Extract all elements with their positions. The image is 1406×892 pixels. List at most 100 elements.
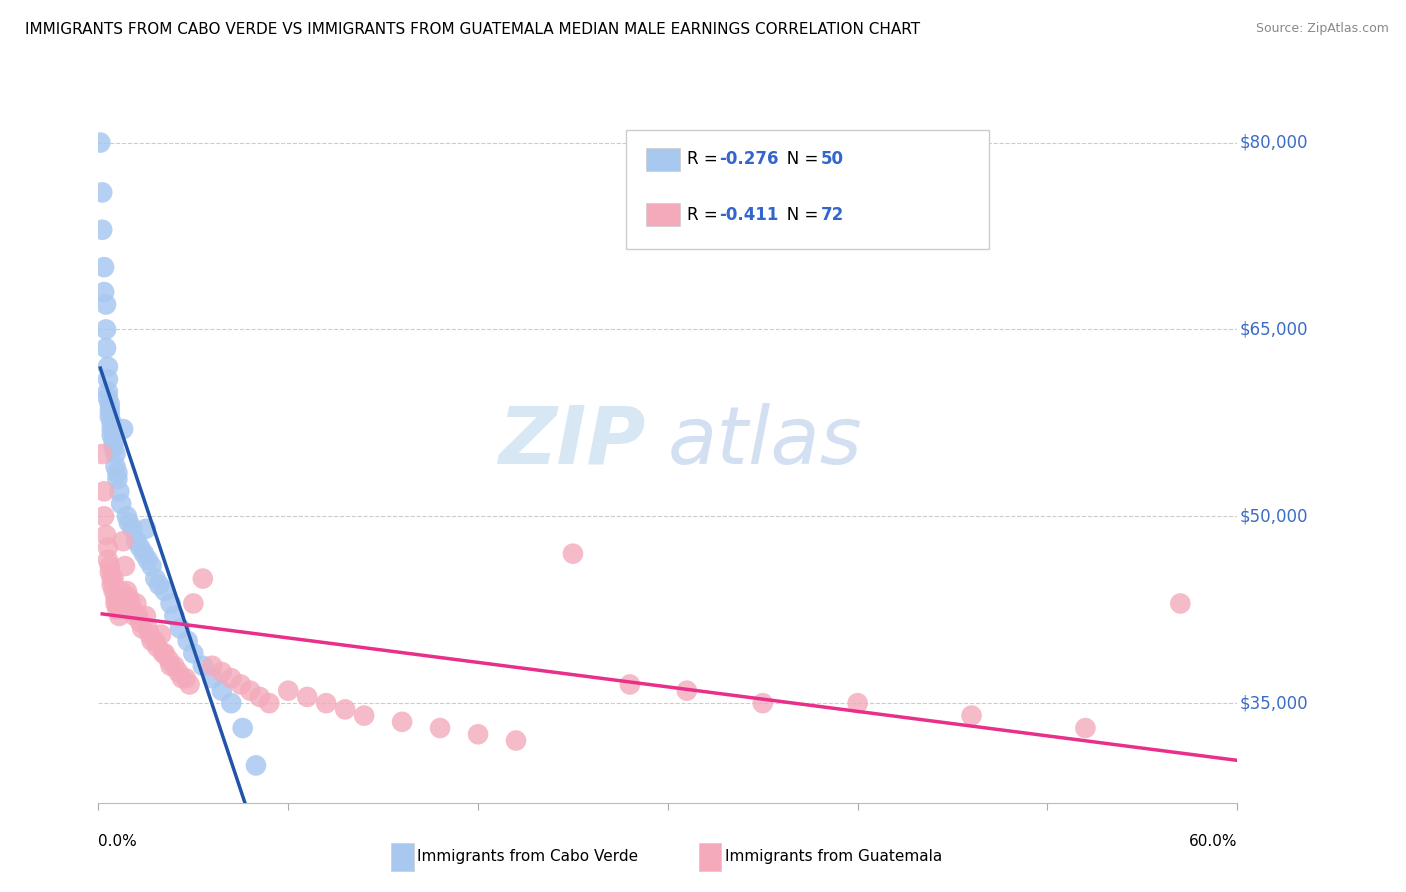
Point <box>169 621 191 635</box>
Point <box>846 696 869 710</box>
Point <box>429 721 451 735</box>
Point <box>145 633 167 648</box>
Point <box>120 597 142 611</box>
Text: IMMIGRANTS FROM CABO VERDE VS IMMIGRANTS FROM GUATEMALA MEDIAN MALE EARNINGS COR: IMMIGRANTS FROM CABO VERDE VS IMMIGRANTS… <box>25 22 921 37</box>
Point <box>112 534 135 549</box>
Point <box>176 633 198 648</box>
Text: R =: R = <box>688 151 723 169</box>
Point <box>229 677 252 691</box>
Point <box>132 547 155 561</box>
Point <box>1074 721 1097 735</box>
Point <box>138 627 160 641</box>
Point <box>221 696 243 710</box>
Point <box>145 572 167 586</box>
Point <box>129 541 152 555</box>
Point <box>118 516 141 530</box>
Point <box>152 646 174 660</box>
Point <box>135 522 157 536</box>
Point <box>239 683 262 698</box>
Point <box>121 522 143 536</box>
Point <box>157 652 180 666</box>
Point <box>135 609 157 624</box>
Point <box>232 721 254 735</box>
Point <box>98 409 121 424</box>
Point <box>159 597 181 611</box>
Point <box>94 528 117 542</box>
Point <box>100 578 122 592</box>
Point <box>676 683 699 698</box>
Point <box>467 727 489 741</box>
Point <box>127 609 149 624</box>
Text: Source: ZipAtlas.com: Source: ZipAtlas.com <box>1256 22 1389 36</box>
Text: 0.0%: 0.0% <box>98 834 138 849</box>
FancyBboxPatch shape <box>699 843 721 871</box>
Point <box>277 683 299 698</box>
Text: $50,000: $50,000 <box>1240 508 1308 525</box>
Point <box>191 658 214 673</box>
Text: -0.411: -0.411 <box>720 206 779 224</box>
Point <box>97 384 120 399</box>
Point <box>315 696 337 710</box>
Point <box>211 683 233 698</box>
Point <box>211 665 233 679</box>
Point <box>103 572 125 586</box>
Text: 60.0%: 60.0% <box>1189 834 1237 849</box>
Point <box>104 597 127 611</box>
Text: $65,000: $65,000 <box>1240 320 1308 338</box>
Point <box>167 665 190 679</box>
Point <box>148 578 170 592</box>
Point <box>100 416 122 430</box>
Point <box>93 484 115 499</box>
Point <box>97 553 120 567</box>
Point <box>91 223 114 237</box>
Point <box>115 584 138 599</box>
Point <box>108 609 131 624</box>
Text: $80,000: $80,000 <box>1240 134 1308 152</box>
Point <box>125 534 148 549</box>
Point <box>107 597 129 611</box>
Text: 50: 50 <box>821 151 844 169</box>
Point <box>183 597 205 611</box>
Point <box>191 572 214 586</box>
Point <box>163 609 186 624</box>
Point <box>335 702 357 716</box>
Text: ZIP: ZIP <box>498 402 645 481</box>
Point <box>103 584 125 599</box>
Point <box>104 591 127 605</box>
Point <box>183 646 205 660</box>
Point <box>136 621 159 635</box>
Text: R =: R = <box>688 206 723 224</box>
Point <box>110 584 132 599</box>
Point <box>131 621 153 635</box>
Point <box>93 509 115 524</box>
Text: atlas: atlas <box>668 402 863 481</box>
Point <box>97 372 120 386</box>
Text: $35,000: $35,000 <box>1240 694 1308 712</box>
Point <box>100 422 122 436</box>
Point <box>121 603 143 617</box>
Point <box>98 397 121 411</box>
Point <box>91 447 114 461</box>
Point <box>97 391 120 405</box>
Point <box>104 447 127 461</box>
Point <box>108 484 131 499</box>
Point <box>112 422 135 436</box>
Point <box>960 708 983 723</box>
Point <box>259 696 281 710</box>
Point <box>245 758 267 772</box>
Point <box>94 297 117 311</box>
Point <box>125 597 148 611</box>
Point <box>201 671 224 685</box>
Text: N =: N = <box>772 151 824 169</box>
Point <box>159 658 181 673</box>
Point <box>107 472 129 486</box>
Point <box>89 136 111 150</box>
Point <box>249 690 271 704</box>
Text: 72: 72 <box>821 206 844 224</box>
Point <box>103 441 125 455</box>
Point <box>153 584 176 599</box>
Point <box>114 559 136 574</box>
Point <box>752 696 775 710</box>
Point <box>94 322 117 336</box>
Point <box>104 459 127 474</box>
